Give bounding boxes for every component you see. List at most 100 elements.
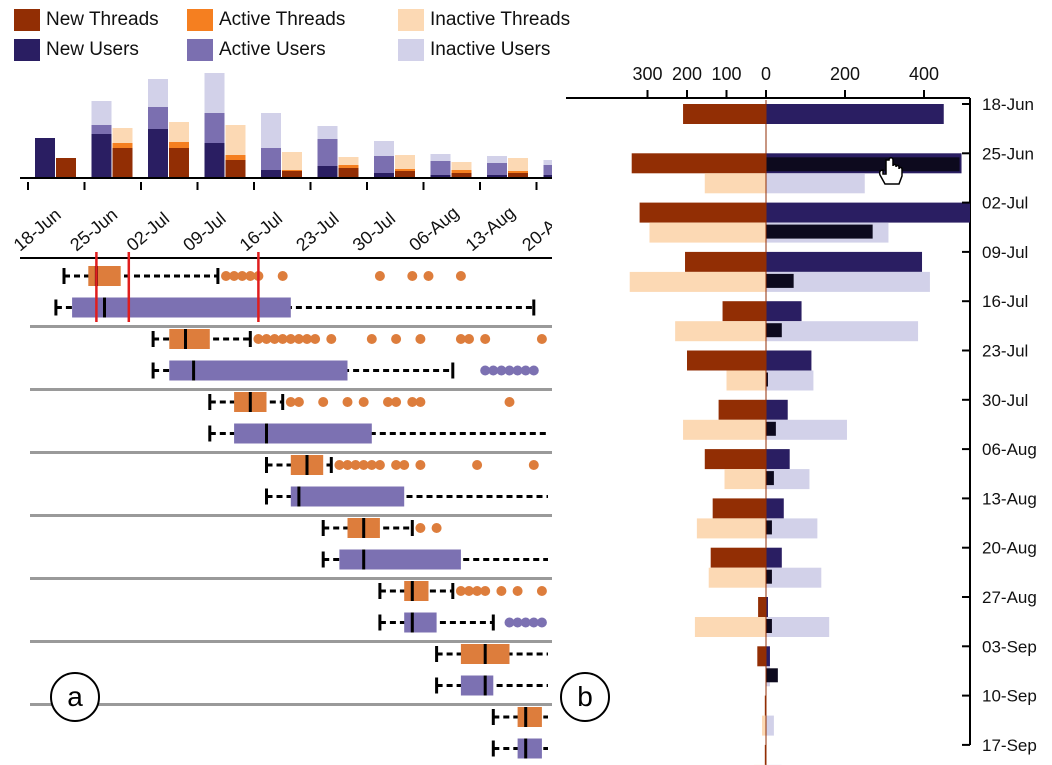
time-axis-label: 18-Jun (10, 204, 65, 255)
legend: New Threads Active Threads Inactive Thread… (14, 8, 570, 68)
stacked-bar-segment (317, 166, 338, 178)
new-threads-bar (712, 498, 766, 519)
inactive-users-bar (766, 370, 814, 391)
box-outlier (455, 334, 466, 344)
hand-cursor-shape (878, 157, 903, 185)
panel-label-b: b (577, 681, 593, 712)
new-users-bar (766, 202, 970, 223)
box-outlier (528, 460, 539, 470)
legend-label: Active Threads (219, 9, 346, 30)
new-threads-bar (722, 301, 766, 322)
top-axis-label: 100 (711, 64, 741, 84)
stacked-bar-segment (430, 161, 451, 175)
new-threads-bar (710, 547, 766, 568)
stacked-bar-segment (148, 79, 168, 107)
box-iqr (460, 675, 494, 696)
stacked-bar-segment (112, 148, 133, 178)
box-outlier (455, 271, 466, 281)
box-outlier (488, 365, 499, 376)
stacked-bar-segment (543, 175, 552, 178)
new-threads-bar (687, 350, 766, 371)
top-axis-label: 300 (632, 64, 662, 84)
right-axis-label: 16-Jul (982, 292, 1028, 311)
stacked-bar-segment (487, 156, 507, 163)
right-axis-label: 20-Aug (982, 539, 1037, 558)
right-axis-label: 17-Sep (982, 736, 1037, 755)
box-outlier (399, 460, 410, 470)
inactive-threads-bar (708, 567, 766, 588)
box-outlier (237, 271, 248, 281)
box-iqr (169, 329, 210, 349)
box-outlier (536, 334, 547, 344)
box-outlier (415, 523, 426, 533)
stacked-bar-segment (169, 142, 189, 148)
new-threads-bar (704, 449, 766, 470)
stacked-bar-segment (451, 170, 472, 173)
right-axis-label: 13-Aug (982, 489, 1037, 508)
inactive-users-bar (766, 518, 818, 539)
top-axis-label: 200 (830, 64, 860, 84)
stacked-bar-segment (261, 113, 281, 148)
time-axis-label: 23-Jul (292, 208, 342, 255)
selected-users-bar (766, 569, 772, 584)
box-outlier (253, 334, 264, 344)
legend-swatch (187, 9, 213, 31)
stacked-bar-segment (169, 122, 189, 142)
box-outlier (366, 460, 377, 470)
time-axis-label: 25-Jun (66, 204, 121, 255)
box-outlier (415, 460, 426, 470)
inactive-threads-bar (629, 271, 766, 292)
box-outlier (431, 523, 442, 533)
new-users-bar (766, 301, 802, 322)
legend-item: New Users (14, 38, 139, 62)
stacked-bar-segment (225, 125, 246, 155)
box-outlier (480, 334, 491, 344)
box-outlier (415, 397, 426, 407)
inactive-users-bar (766, 469, 810, 490)
right-axis-label: 06-Aug (982, 440, 1037, 459)
legend-label: Inactive Users (430, 39, 551, 60)
stacked-bar-segment (261, 170, 281, 178)
box-outlier (480, 365, 491, 376)
new-threads-bar (758, 597, 766, 617)
legend-swatch (398, 9, 424, 31)
box-outlier (293, 397, 304, 407)
right-axis-label: 10-Sep (982, 687, 1037, 706)
inactive-users-bar (766, 173, 865, 194)
new-threads-bar (764, 695, 766, 716)
stacked-bar-segment (317, 126, 338, 139)
inactive-users-bar (766, 271, 930, 292)
stacked-bar-segment (112, 128, 133, 143)
box-outlier (221, 271, 231, 281)
box-iqr (339, 549, 461, 570)
stacked-bar-segment (225, 155, 246, 160)
new-threads-bar (718, 399, 766, 420)
panel-b: 300 200 100 0 200 400 18-Jun 25-Jun 02-Jul 09-Jul… (552, 0, 1052, 765)
stacked-bar-segment (204, 143, 225, 178)
inactive-users-bar (766, 617, 830, 637)
new-users-bar (766, 399, 788, 420)
box-outlier (504, 365, 515, 376)
stacked-bar-segment (508, 173, 528, 178)
inactive-threads-bar (683, 419, 766, 440)
right-axis-label: 23-Jul (982, 342, 1028, 361)
box-outlier (302, 334, 312, 344)
legend-label: New Users (46, 39, 139, 60)
stacked-bar-segment (204, 73, 225, 113)
box-outlier (496, 586, 507, 596)
box-outlier (423, 271, 434, 281)
box-outlier (326, 334, 337, 344)
box-outlier (342, 460, 353, 470)
box-outlier (391, 397, 402, 407)
stacked-bar-segment (508, 158, 528, 171)
right-axis-label: 09-Jul (982, 243, 1028, 262)
stacked-bar-segment (35, 138, 55, 178)
inactive-threads-bar (724, 469, 766, 490)
stacked-bar-segment (91, 101, 112, 125)
box-outlier (285, 397, 296, 407)
selected-users-bar (766, 157, 960, 172)
panel-label-circle (50, 672, 100, 722)
stacked-bar-segment (487, 163, 507, 175)
new-users-bar (766, 104, 944, 124)
new-users-bar (766, 597, 768, 617)
